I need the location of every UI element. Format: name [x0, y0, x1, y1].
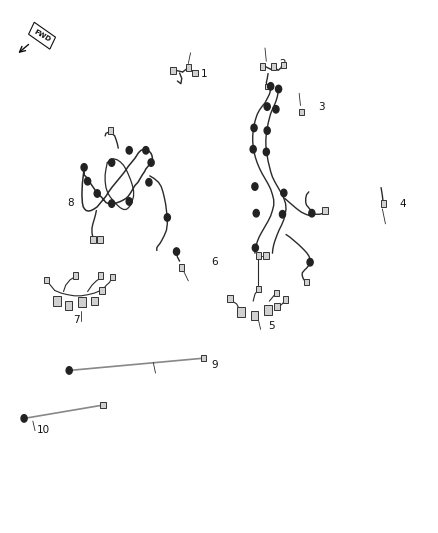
- Circle shape: [21, 415, 27, 422]
- Bar: [227, 295, 233, 302]
- Bar: [99, 287, 105, 294]
- Bar: [281, 62, 286, 68]
- Bar: [283, 296, 288, 303]
- Bar: [237, 307, 245, 317]
- Text: 2: 2: [279, 59, 286, 69]
- Circle shape: [126, 147, 132, 154]
- Circle shape: [307, 259, 313, 266]
- Circle shape: [173, 248, 180, 255]
- Bar: [299, 109, 304, 115]
- Circle shape: [252, 183, 258, 190]
- Circle shape: [276, 85, 282, 93]
- Bar: [91, 297, 98, 305]
- Text: 5: 5: [268, 321, 275, 331]
- Bar: [264, 305, 272, 315]
- Text: FWD: FWD: [33, 29, 51, 43]
- Bar: [98, 272, 103, 279]
- Circle shape: [281, 189, 287, 197]
- Bar: [322, 207, 328, 214]
- Circle shape: [263, 148, 269, 156]
- Bar: [265, 84, 269, 89]
- Text: 3: 3: [318, 102, 325, 111]
- Bar: [256, 286, 261, 292]
- Bar: [179, 264, 184, 271]
- Circle shape: [250, 146, 256, 153]
- Circle shape: [279, 211, 286, 218]
- Bar: [256, 252, 261, 259]
- Text: 10: 10: [37, 425, 50, 435]
- Circle shape: [109, 159, 115, 166]
- Bar: [100, 402, 106, 408]
- Bar: [381, 200, 386, 207]
- Bar: [73, 272, 78, 279]
- Circle shape: [309, 209, 315, 217]
- Circle shape: [273, 106, 279, 113]
- Text: 6: 6: [211, 257, 218, 267]
- Bar: [108, 127, 113, 134]
- Circle shape: [164, 214, 170, 221]
- Circle shape: [264, 127, 270, 134]
- Bar: [170, 67, 176, 74]
- Circle shape: [85, 177, 91, 185]
- Bar: [65, 301, 72, 310]
- Circle shape: [94, 190, 100, 197]
- Bar: [97, 236, 102, 243]
- Text: 9: 9: [211, 360, 218, 370]
- FancyBboxPatch shape: [28, 22, 56, 49]
- Bar: [263, 252, 269, 259]
- Circle shape: [81, 164, 87, 171]
- Bar: [192, 70, 198, 76]
- Bar: [271, 63, 276, 70]
- Bar: [260, 63, 265, 70]
- Circle shape: [126, 198, 132, 205]
- Bar: [53, 296, 61, 306]
- Circle shape: [66, 367, 72, 374]
- Circle shape: [268, 83, 274, 90]
- Bar: [90, 236, 95, 243]
- Circle shape: [264, 103, 270, 110]
- Text: 4: 4: [399, 199, 406, 208]
- Circle shape: [252, 244, 258, 252]
- Bar: [110, 274, 115, 280]
- Text: 7: 7: [73, 315, 80, 325]
- Circle shape: [109, 200, 115, 207]
- Bar: [251, 311, 258, 320]
- Circle shape: [251, 124, 257, 132]
- Bar: [201, 355, 206, 361]
- Bar: [44, 277, 49, 283]
- Circle shape: [148, 159, 154, 166]
- Bar: [304, 279, 309, 285]
- Bar: [186, 64, 191, 71]
- Circle shape: [143, 147, 149, 154]
- Text: 1: 1: [200, 69, 207, 78]
- Bar: [274, 303, 280, 310]
- Circle shape: [253, 209, 259, 217]
- Bar: [274, 290, 279, 296]
- Bar: [78, 297, 86, 307]
- Circle shape: [146, 179, 152, 186]
- Text: 8: 8: [67, 198, 74, 207]
